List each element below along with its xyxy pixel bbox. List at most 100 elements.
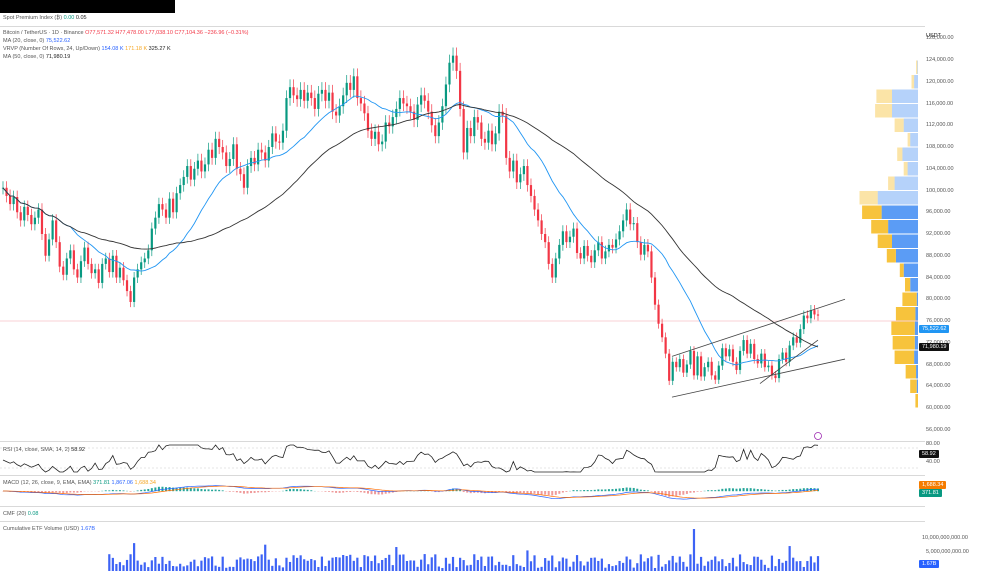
etf-volume-bar: [193, 559, 196, 571]
macd-histogram-bar: [721, 488, 724, 492]
candle-body: [264, 152, 267, 161]
candle-body: [412, 111, 416, 120]
macd-histogram-bar: [328, 491, 330, 492]
candle-body: [717, 365, 720, 380]
etf-volume-bar: [731, 557, 735, 571]
etf-volume-bar: [327, 560, 331, 571]
ma20-value: 75,522.62: [45, 38, 71, 44]
candle-body: [143, 258, 146, 263]
ma20-legend[interactable]: MA (20, close, 0) 75,522.62: [3, 38, 70, 44]
candle-body: [83, 247, 86, 262]
spot-premium-legend[interactable]: Spot Premium Index (₿) 0.00 0.05: [3, 15, 87, 21]
candle-body: [186, 166, 189, 177]
candle-body: [792, 337, 795, 346]
ma20-label: MA (20, close, 0): [3, 38, 45, 44]
vrvp-legend[interactable]: VRVP (Number Of Rows, 24, Up/Down) 154.0…: [3, 46, 171, 52]
candle-body: [175, 193, 178, 213]
etf-volume-bar: [398, 554, 401, 571]
candle-body: [44, 234, 47, 256]
candle-body: [583, 245, 586, 259]
macd-histogram-bar: [781, 489, 784, 492]
volume-profile-up-bar: [895, 249, 918, 263]
macd-histogram-bar: [172, 487, 175, 492]
macd-histogram-bar: [731, 488, 734, 492]
candle-body: [62, 266, 65, 275]
macd-histogram-bar: [639, 489, 642, 492]
etf-legend[interactable]: Cumulative ETF Volume (USD) 1.67B: [3, 526, 95, 532]
etf-volume-bar: [614, 565, 618, 571]
macd-histogram-bar: [44, 491, 47, 494]
etf-volume-bar: [622, 562, 625, 571]
etf-volume-bar: [281, 567, 285, 571]
macd-histogram-bar: [774, 490, 777, 492]
candle-body: [249, 157, 253, 167]
candle-body: [437, 122, 440, 137]
candle-body: [466, 127, 469, 153]
etf-volume-bar: [391, 565, 394, 571]
etf-volume-bar: [260, 554, 263, 571]
macd-histogram-bar: [214, 489, 217, 492]
macd-histogram-bar: [381, 491, 384, 495]
candle-body: [540, 220, 543, 234]
macd-histogram-bar: [257, 491, 260, 493]
etf-volume-bar: [480, 556, 483, 571]
macd-histogram-bar: [299, 489, 302, 492]
candle-body: [742, 340, 745, 351]
etf-volume-bar: [384, 557, 387, 571]
etf-volume-bar: [448, 563, 451, 571]
etf-volume-bar: [774, 566, 777, 571]
etf-volume-bar: [306, 560, 309, 571]
cmf-legend[interactable]: CMF (20) 0.08: [3, 511, 38, 517]
macd-legend[interactable]: MACD (12, 26, close, 9, EMA, EMA) 371.81…: [3, 480, 156, 486]
etf-volume-bar: [721, 559, 724, 571]
macd-histogram-bar: [51, 491, 54, 493]
candle-body: [16, 197, 19, 213]
macd-histogram-bar: [111, 489, 114, 492]
candle-body: [777, 359, 781, 379]
macd-histogram-bar: [129, 491, 132, 492]
etf-volume-bar: [373, 555, 377, 571]
etf-volume-bar: [763, 564, 766, 571]
candle-body: [214, 138, 217, 158]
macd-histogram-bar: [452, 488, 455, 492]
candle-body: [140, 262, 143, 270]
etf-volume-bar: [611, 566, 614, 571]
symbol-legend[interactable]: Bitcoin / TetherUS · 1D · Binance O77,57…: [3, 30, 248, 36]
candle-body: [799, 329, 802, 343]
macd-histogram-bar: [756, 489, 759, 492]
candle-body: [86, 247, 90, 264]
macd-histogram-bar: [749, 488, 752, 492]
candle-body: [753, 343, 756, 360]
vrvp-total: 325.27 K: [148, 46, 171, 52]
candle-body: [416, 104, 419, 120]
candle-body: [90, 263, 93, 274]
etf-volume-bar: [427, 564, 430, 571]
candle-body: [586, 245, 589, 256]
rsi-legend[interactable]: RSI (14, close, SMA, 14, 2) 58.92: [3, 447, 85, 453]
candle-body: [313, 98, 316, 109]
etf-volume-bar: [809, 556, 813, 571]
ma50-legend[interactable]: MA (50, close, 0) 71,980.19: [3, 54, 70, 60]
macd-histogram-bar: [767, 489, 770, 492]
macd-histogram-bar: [33, 491, 36, 493]
candle-body: [296, 95, 299, 100]
etf-volume-bar: [522, 567, 525, 571]
price-tick: 60,000.00: [926, 405, 951, 411]
macd-histogram-bar: [607, 489, 610, 492]
rsi-label: RSI (14, close, SMA, 14, 2): [3, 447, 70, 453]
etf-volume-bar: [349, 554, 352, 571]
etf-volume-bar: [781, 562, 784, 571]
macd-histogram-bar: [746, 488, 749, 492]
etf-volume-bar: [186, 565, 189, 571]
volume-profile-up-bar: [907, 162, 918, 176]
candle-body: [101, 263, 104, 283]
etf-volume-bar: [476, 560, 479, 571]
etf-volume-bar: [533, 555, 536, 571]
etf-volume-bar: [416, 566, 419, 571]
etf-tag: 1.67B: [919, 560, 940, 568]
candle-body: [536, 209, 540, 221]
etf-volume-bar: [590, 557, 593, 571]
macd-histogram-bar: [331, 491, 334, 493]
etf-volume-bar: [544, 558, 547, 571]
